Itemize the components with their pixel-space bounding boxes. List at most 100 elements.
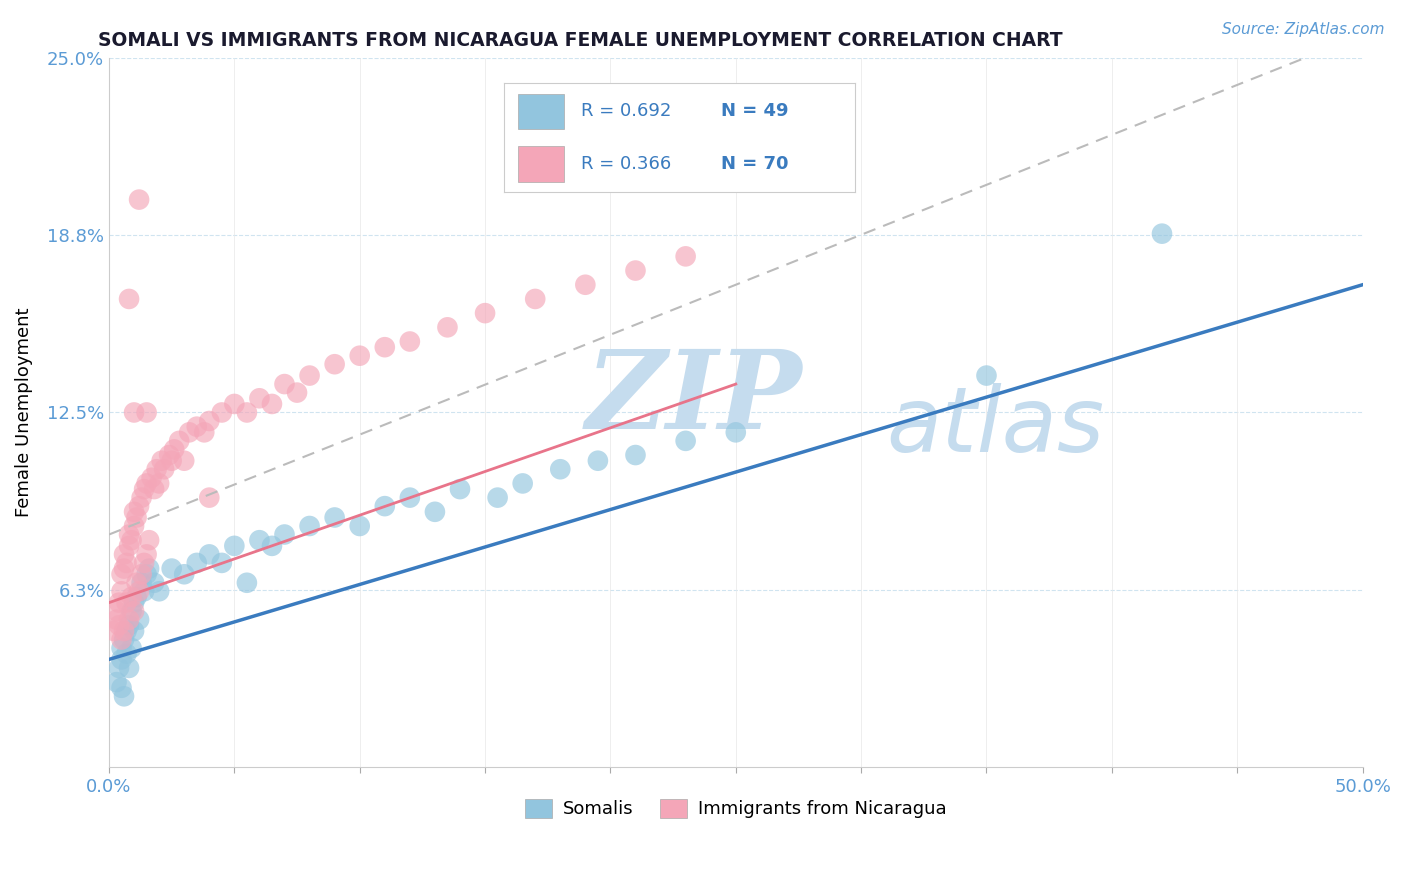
Point — [163, 442, 186, 457]
Point — [198, 548, 221, 562]
Point — [186, 419, 208, 434]
Point — [103, 624, 125, 638]
Point — [148, 584, 170, 599]
Point — [110, 584, 132, 599]
Point — [349, 349, 371, 363]
Point — [548, 462, 571, 476]
Point — [118, 539, 141, 553]
Point — [135, 476, 157, 491]
Point — [128, 193, 150, 207]
Point — [260, 539, 283, 553]
Point — [374, 499, 396, 513]
Point — [224, 397, 246, 411]
Point — [173, 567, 195, 582]
Point — [1150, 227, 1173, 241]
Point — [675, 434, 697, 448]
Point — [118, 613, 141, 627]
Point — [141, 471, 163, 485]
Point — [624, 448, 647, 462]
Point — [724, 425, 747, 440]
Point — [474, 306, 496, 320]
Point — [586, 454, 609, 468]
Y-axis label: Female Unemployment: Female Unemployment — [15, 308, 32, 517]
Point — [323, 510, 346, 524]
Point — [121, 604, 143, 618]
Point — [143, 482, 166, 496]
Point — [135, 405, 157, 419]
Point — [122, 604, 145, 618]
Point — [157, 448, 180, 462]
Point — [115, 624, 138, 638]
Point — [193, 425, 215, 440]
Point — [132, 482, 155, 496]
Point — [112, 624, 135, 638]
Point — [121, 641, 143, 656]
Point — [131, 491, 153, 505]
Point — [160, 454, 183, 468]
Point — [108, 596, 131, 610]
Point — [624, 263, 647, 277]
Point — [423, 505, 446, 519]
Point — [112, 548, 135, 562]
Point — [236, 405, 259, 419]
Point — [143, 575, 166, 590]
Point — [122, 519, 145, 533]
Point — [436, 320, 458, 334]
Point — [122, 405, 145, 419]
Point — [118, 527, 141, 541]
Point — [122, 624, 145, 638]
Point — [135, 567, 157, 582]
Point — [135, 548, 157, 562]
Point — [399, 491, 422, 505]
Point — [574, 277, 596, 292]
Point — [150, 454, 173, 468]
Point — [122, 505, 145, 519]
Point — [198, 491, 221, 505]
Point — [112, 690, 135, 704]
Point — [110, 632, 132, 647]
Point — [115, 596, 138, 610]
Point — [273, 527, 295, 541]
Point — [285, 385, 308, 400]
Point — [160, 561, 183, 575]
Point — [132, 556, 155, 570]
Text: atlas: atlas — [886, 383, 1104, 471]
Point — [108, 661, 131, 675]
Point — [323, 357, 346, 371]
Point — [112, 632, 135, 647]
Point — [115, 556, 138, 570]
Point — [173, 454, 195, 468]
Point — [374, 340, 396, 354]
Point — [298, 519, 321, 533]
Point — [260, 397, 283, 411]
Point — [186, 556, 208, 570]
Point — [118, 292, 141, 306]
Point — [105, 604, 128, 618]
Point — [675, 249, 697, 263]
Point — [153, 462, 176, 476]
Point — [105, 613, 128, 627]
Point — [198, 414, 221, 428]
Point — [249, 533, 271, 548]
Point — [132, 584, 155, 599]
Point — [131, 575, 153, 590]
Point — [128, 499, 150, 513]
Point — [486, 491, 509, 505]
Point — [121, 590, 143, 604]
Point — [122, 596, 145, 610]
Point — [138, 533, 160, 548]
Point — [976, 368, 998, 383]
Point — [125, 575, 148, 590]
Text: Source: ZipAtlas.com: Source: ZipAtlas.com — [1222, 22, 1385, 37]
Point — [273, 377, 295, 392]
Point — [512, 476, 534, 491]
Point — [110, 641, 132, 656]
Point — [125, 510, 148, 524]
Point — [167, 434, 190, 448]
Point — [179, 425, 201, 440]
Point — [121, 533, 143, 548]
Point — [224, 539, 246, 553]
Point — [145, 462, 167, 476]
Point — [112, 561, 135, 575]
Point — [349, 519, 371, 533]
